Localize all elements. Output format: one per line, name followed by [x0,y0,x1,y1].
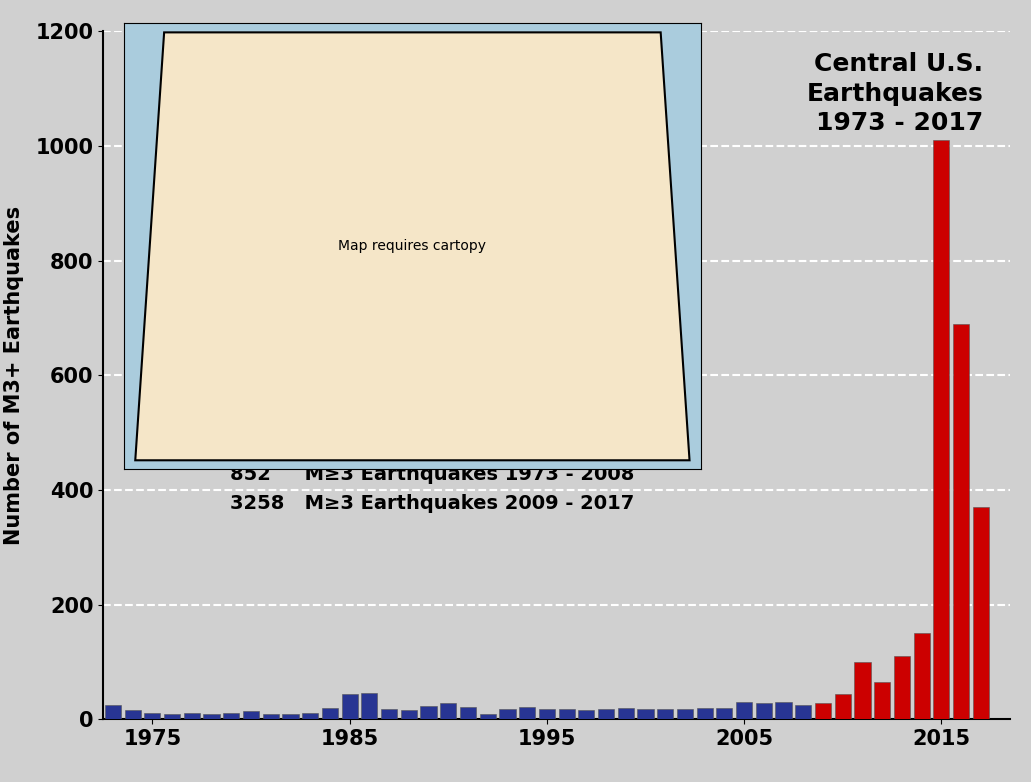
Bar [795,705,811,719]
Bar [341,694,358,719]
Bar [243,712,259,719]
Bar [302,712,319,719]
Bar [282,714,299,719]
Bar [361,693,377,719]
Text: Map requires cartopy: Map requires cartopy [338,239,487,253]
Polygon shape [135,32,690,461]
Bar [814,703,831,719]
Bar [381,709,397,719]
Bar [184,712,200,719]
Bar [756,703,772,719]
Bar [224,712,239,719]
Bar [105,705,121,719]
Bar [717,708,732,719]
Bar [933,140,950,719]
Bar [263,714,278,719]
Bar [144,712,161,719]
Bar [578,710,595,719]
Bar [618,708,634,719]
Bar [874,682,890,719]
Bar [637,709,654,719]
Bar [125,710,141,719]
Text: Central U.S.
Earthquakes
1973 - 2017: Central U.S. Earthquakes 1973 - 2017 [806,52,984,135]
Bar [775,702,792,719]
Bar [736,702,753,719]
Bar [894,656,910,719]
Y-axis label: Number of M3+ Earthquakes: Number of M3+ Earthquakes [4,206,25,545]
Bar [164,714,180,719]
Bar [913,633,930,719]
Bar [559,709,574,719]
Bar [322,708,338,719]
Bar [657,709,673,719]
Bar [539,709,555,719]
Bar [835,694,851,719]
Bar [401,710,417,719]
Bar [421,705,436,719]
Bar [499,709,516,719]
Bar [203,714,220,719]
Bar [519,707,535,719]
Bar [677,709,693,719]
Bar [598,709,614,719]
Bar [972,508,989,719]
Text: 852     M≥3 Earthquakes 1973 - 2008
3258   M≥3 Earthquakes 2009 - 2017: 852 M≥3 Earthquakes 1973 - 2008 3258 M≥3… [230,465,634,513]
Bar [460,707,476,719]
Bar [855,662,870,719]
Bar [697,708,712,719]
Bar [479,714,496,719]
Bar [953,324,969,719]
Bar [440,703,457,719]
